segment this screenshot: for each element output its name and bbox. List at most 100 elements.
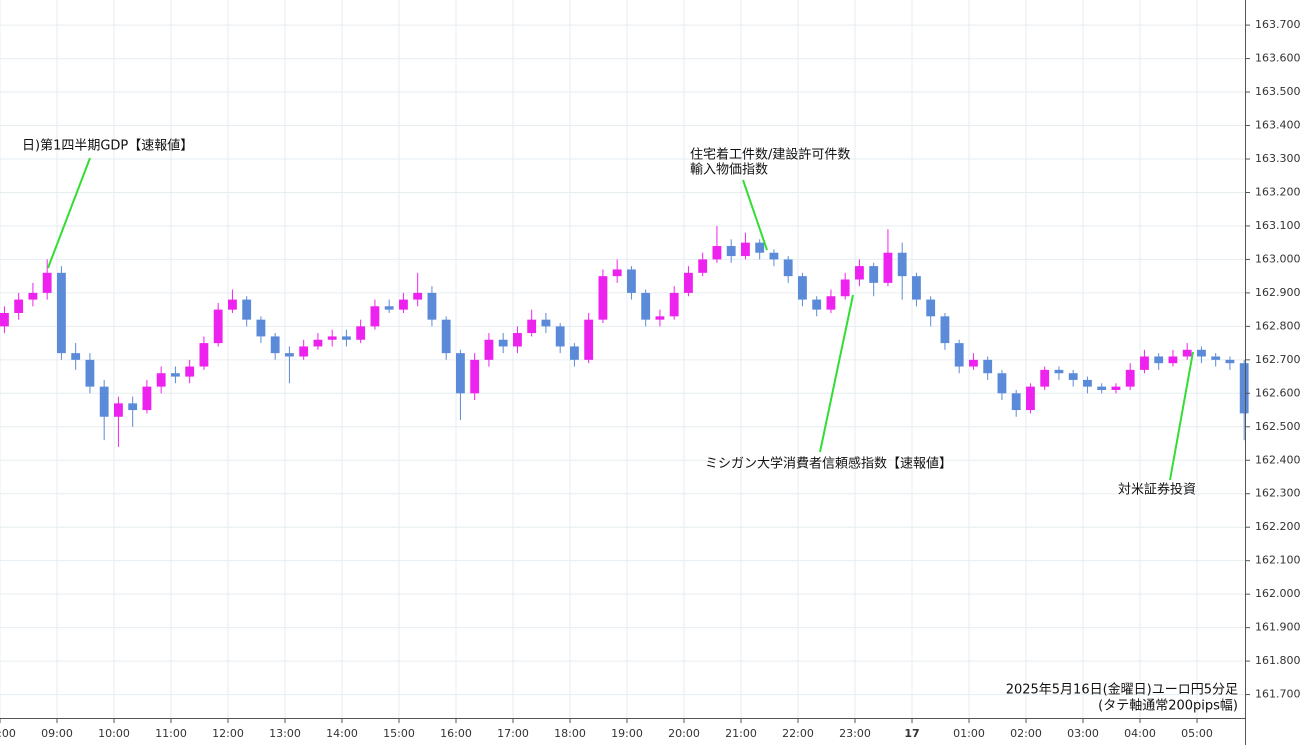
candle-body (769, 252, 779, 260)
candle-body (969, 359, 978, 367)
candle-body (855, 266, 864, 280)
annotations: 日)第1四半期GDP【速報値】住宅着工件数/建設許可件数輸入物価指数ミシガン大学… (22, 138, 1196, 498)
x-tick-label: 22:00 (782, 727, 814, 740)
candle-body (313, 339, 323, 347)
annotation-text: ミシガン大学消費者信頼感指数【速報値】 (705, 456, 952, 472)
candle-body (584, 319, 594, 360)
candle-body (726, 246, 736, 257)
candle-body (513, 333, 522, 347)
candle-body (541, 319, 551, 327)
candle-body (1211, 356, 1221, 360)
candle-body (256, 319, 266, 337)
y-tick-label: 162.800 (1255, 319, 1300, 332)
x-tick-label: 11:00 (155, 727, 187, 740)
x-tick-label: 10:00 (98, 727, 130, 740)
candle-body (1197, 349, 1206, 357)
x-tick-label: 01:00 (953, 727, 985, 740)
x-tick-label: 03:00 (1067, 727, 1099, 740)
candle-body (99, 386, 109, 417)
candle-body (869, 266, 879, 283)
candle-body (1140, 356, 1149, 370)
candle-body (370, 306, 380, 327)
x-tick-label: 09:00 (41, 727, 73, 740)
caption: 2025年5月16日(金曜日)ユーロ円5分足 (1006, 682, 1238, 698)
candle-body (598, 276, 608, 320)
candle-body (128, 403, 138, 411)
candle-body (299, 346, 309, 357)
candle-body (555, 326, 565, 347)
candle-body (755, 242, 765, 253)
candle-body (1111, 386, 1121, 390)
y-tick-label: 163.200 (1255, 185, 1300, 198)
caption: (タテ軸通常200pips幅) (1098, 699, 1238, 714)
x-tick-label: 17 (904, 727, 919, 740)
candle-body (1097, 386, 1107, 390)
candle-body (71, 353, 81, 360)
annotation-text: 日)第1四半期GDP【速報値】 (22, 138, 193, 154)
y-tick-label: 161.700 (1255, 688, 1300, 701)
annotation-text: 輸入物価指数 (690, 163, 768, 178)
candle-body (655, 316, 665, 320)
candle-body (1026, 386, 1035, 411)
candle-body (399, 299, 408, 310)
x-tick-label: 08:00 (0, 727, 16, 740)
x-tick-label: 13:00 (269, 727, 301, 740)
candle-body (42, 272, 52, 293)
candle-body (142, 386, 152, 411)
x-tick-label: 17:00 (497, 727, 529, 740)
candle-body (441, 319, 451, 354)
y-tick-label: 162.600 (1255, 386, 1300, 399)
candle-body (698, 259, 708, 273)
candle-body (997, 373, 1007, 394)
candle-body (470, 359, 480, 394)
candle-body (0, 312, 9, 327)
candle-body (456, 353, 465, 394)
candle-body (612, 269, 622, 277)
candle-body (527, 319, 537, 334)
y-tick-label: 162.300 (1255, 487, 1300, 500)
candle-body (840, 279, 850, 297)
y-tick-label: 163.700 (1255, 18, 1300, 31)
candle-body (270, 336, 280, 354)
x-tick-label: 14:00 (326, 727, 358, 740)
y-tick-label: 163.300 (1255, 152, 1300, 165)
x-tick-label: 02:00 (1010, 727, 1042, 740)
x-tick-label: 19:00 (611, 727, 643, 740)
candle-body (327, 336, 337, 340)
candle-body (798, 276, 807, 300)
candle-body (570, 346, 579, 360)
candle-body (812, 299, 822, 310)
candle-body (1054, 369, 1064, 374)
candle-body (897, 252, 907, 277)
annotation-text: 住宅着工件数/建設許可件数 (690, 147, 850, 163)
candle-body (1225, 359, 1235, 364)
candle-body (185, 366, 195, 377)
candle-body (342, 336, 351, 340)
candle-body (1125, 369, 1135, 387)
y-tick-label: 162.500 (1255, 420, 1300, 433)
y-tick-label: 163.400 (1255, 119, 1300, 132)
candle-body (14, 299, 24, 313)
annotation-line (1169, 351, 1194, 481)
candle-body (926, 299, 936, 317)
x-tick-label: 21:00 (725, 727, 757, 740)
plot (0, 225, 1249, 447)
y-tick-label: 161.800 (1255, 654, 1300, 667)
y-tick-label: 163.000 (1255, 252, 1300, 265)
annotation-text: 対米証券投資 (1118, 482, 1196, 498)
candle-body (356, 326, 366, 340)
candle-body (498, 339, 508, 347)
candle-body (712, 246, 722, 260)
candle-body (57, 272, 66, 354)
candle-body (285, 353, 294, 357)
x-tick-label: 20:00 (668, 727, 700, 740)
candle-body (1083, 379, 1092, 387)
candle-body (171, 373, 180, 377)
y-tick-label: 162.100 (1255, 554, 1300, 567)
candle-body (85, 359, 95, 387)
candle-body (954, 343, 964, 367)
candle-body (384, 306, 394, 310)
grid (0, 0, 1245, 718)
y-tick-label: 163.500 (1255, 85, 1300, 98)
